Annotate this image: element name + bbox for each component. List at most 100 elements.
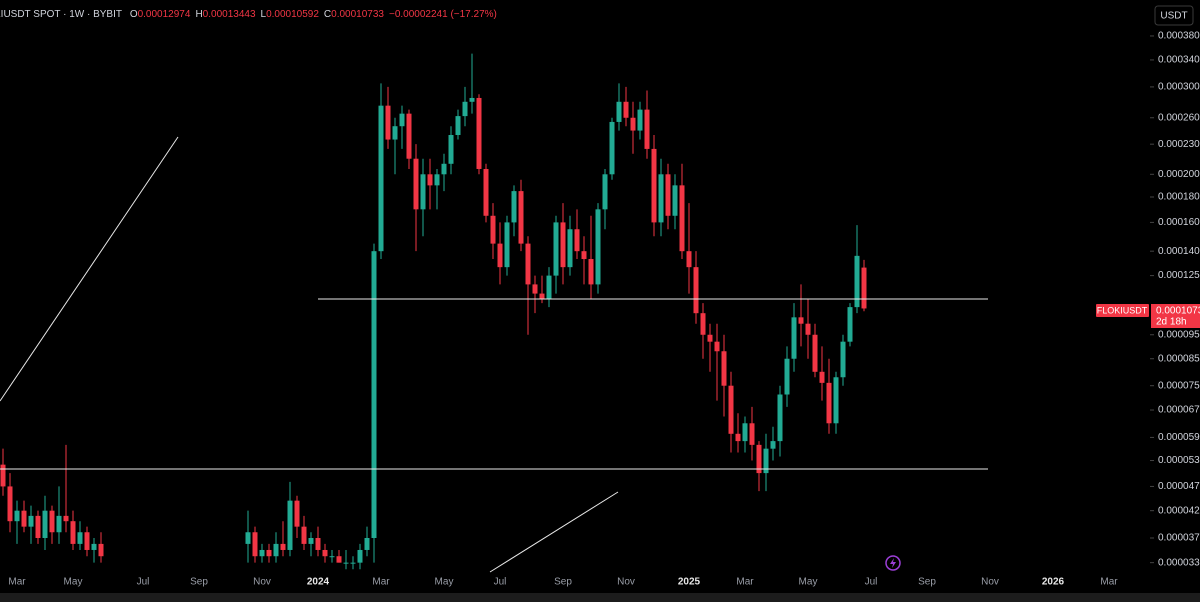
candle-body <box>770 441 776 449</box>
candle-body <box>518 191 524 244</box>
y-tick-label: 0.000095 <box>1158 329 1200 340</box>
currency-button-label[interactable]: USDT <box>1160 11 1187 22</box>
candle-body <box>308 537 314 544</box>
candle-body <box>413 158 419 210</box>
y-tick-label: 0.000059 <box>1158 432 1200 443</box>
candle-body <box>490 215 496 244</box>
candle-body <box>476 97 482 169</box>
candle-body <box>385 105 391 140</box>
ohlc-value: 0.00013443 <box>203 9 256 20</box>
y-tick-label: 0.000085 <box>1158 353 1200 364</box>
legend-header: KIUSDT SPOT · 1W · BYBIT O0.00012974 H0.00… <box>0 9 497 20</box>
candle-body <box>686 251 692 268</box>
candle-body <box>651 148 657 223</box>
candle-body <box>98 543 104 557</box>
candle-body <box>294 500 300 527</box>
candle-body <box>259 549 265 557</box>
candle-body <box>455 116 461 136</box>
candle-body <box>833 377 839 424</box>
y-tick-label: 0.000180 <box>1158 192 1200 203</box>
candle-body <box>735 433 741 442</box>
candle-body <box>28 515 34 527</box>
y-tick-label: 0.000140 <box>1158 246 1200 257</box>
candle-body <box>329 556 335 558</box>
candle-body <box>0 464 6 487</box>
x-tick-label: Nov <box>253 577 271 588</box>
candle-body <box>364 537 370 550</box>
y-tick-label: 0.000067 <box>1158 405 1200 416</box>
candle-body <box>791 317 797 359</box>
candle-body <box>574 229 580 252</box>
trend-line <box>489 491 619 573</box>
candle-body <box>399 113 405 127</box>
y-tick-label: 0.000200 <box>1158 169 1200 180</box>
candle-body <box>728 385 734 434</box>
candle-body <box>700 313 706 335</box>
y-tick-label: 0.000125 <box>1158 270 1200 281</box>
candle-body <box>588 259 594 285</box>
candle-body <box>525 243 531 285</box>
candle-body <box>511 191 517 223</box>
y-tick-label: 0.000160 <box>1158 217 1200 228</box>
y-tick-label: 0.000380 <box>1158 31 1200 42</box>
ohlc-label: O <box>130 9 138 20</box>
candle-body <box>280 543 286 550</box>
candle-body <box>679 185 685 252</box>
currency-button[interactable] <box>1154 5 1194 26</box>
candle-body <box>469 97 475 102</box>
candle-body <box>861 267 867 309</box>
y-tick-label: 0.000033 <box>1158 557 1200 568</box>
candle-body <box>602 174 608 210</box>
candle-body <box>714 341 720 352</box>
candle-body <box>427 174 433 186</box>
candle-body <box>462 101 468 117</box>
candle-body <box>42 510 48 538</box>
candle-body <box>805 323 811 335</box>
symbol-title: KIUSDT SPOT · 1W · BYBIT <box>0 9 122 20</box>
candle-body <box>560 222 566 268</box>
x-tick-label: Jul <box>137 577 150 588</box>
lightning-icon[interactable] <box>885 555 901 571</box>
candle-body <box>756 444 762 474</box>
candle-body <box>623 101 629 118</box>
change-value: −0.00002241 (−17.27%) <box>389 9 497 20</box>
lightning-bolt <box>890 558 896 568</box>
candle-body <box>21 510 27 527</box>
candle-body <box>343 562 349 564</box>
candle-body <box>350 562 356 564</box>
candle-body <box>336 556 342 563</box>
candle-body <box>749 423 755 445</box>
candle-body <box>77 532 83 544</box>
y-tick-label: 0.000047 <box>1158 481 1200 492</box>
candle-body <box>854 255 860 308</box>
x-tick-label: Jul <box>865 577 878 588</box>
price-tag-countdown: 2d 18h <box>1156 317 1187 328</box>
x-tick-label: 2026 <box>1042 577 1065 588</box>
ohlc-label: H <box>195 9 202 20</box>
candle-body <box>742 423 748 442</box>
candle-body <box>70 521 76 544</box>
candle-body <box>56 515 62 533</box>
bottom-bar <box>0 593 1200 602</box>
candle-body <box>441 163 447 175</box>
x-tick-label: Mar <box>1100 577 1118 588</box>
x-tick-label: Sep <box>190 577 208 588</box>
x-tick-label: Sep <box>554 577 572 588</box>
candle-body <box>721 351 727 386</box>
candle-body <box>273 543 279 557</box>
price-tag <box>1151 304 1200 328</box>
candle-body <box>504 222 510 268</box>
x-tick-label: Sep <box>918 577 936 588</box>
candle-body <box>658 174 664 223</box>
candle-body <box>693 267 699 314</box>
candle-body <box>7 486 13 522</box>
candle-body <box>497 243 503 268</box>
candle-body <box>406 113 412 159</box>
plot-area <box>0 53 867 570</box>
symbol-tag-label: FLOKIUSDT <box>1097 305 1148 315</box>
x-tick-label: May <box>435 577 454 588</box>
candle-body <box>287 500 293 550</box>
candle-body <box>434 174 440 186</box>
